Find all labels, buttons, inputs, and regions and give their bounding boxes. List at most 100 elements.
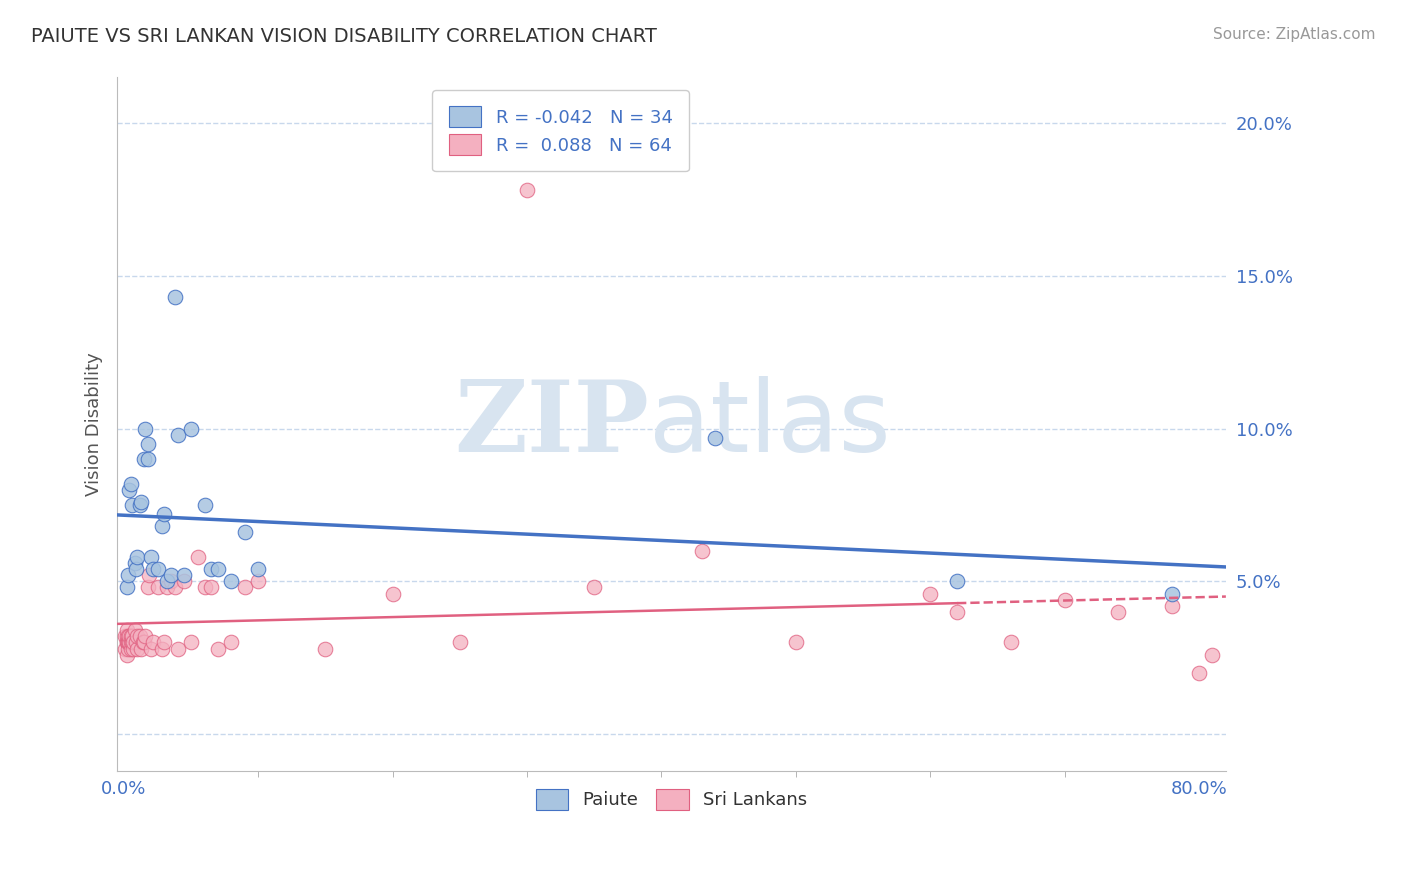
- Point: [381, 586, 404, 600]
- Point: [117, 635, 139, 649]
- Point: [187, 549, 209, 564]
- Point: [449, 635, 471, 649]
- Point: [118, 629, 141, 643]
- Point: [207, 641, 229, 656]
- Point: [156, 581, 179, 595]
- Point: [166, 427, 188, 442]
- Point: [117, 568, 139, 582]
- Point: [127, 641, 149, 656]
- Point: [1201, 648, 1223, 662]
- Point: [122, 635, 145, 649]
- Point: [221, 635, 243, 649]
- Point: [120, 476, 142, 491]
- Point: [516, 183, 538, 197]
- Point: [117, 641, 139, 656]
- Point: [114, 641, 136, 656]
- Point: [129, 629, 152, 643]
- Point: [150, 641, 173, 656]
- Point: [946, 574, 969, 589]
- Point: [314, 641, 336, 656]
- Point: [163, 581, 186, 595]
- Point: [114, 629, 136, 643]
- Point: [1000, 635, 1022, 649]
- Point: [118, 635, 141, 649]
- Point: [115, 629, 138, 643]
- Point: [127, 549, 149, 564]
- Point: [121, 498, 143, 512]
- Point: [117, 629, 139, 643]
- Point: [136, 581, 159, 595]
- Point: [160, 574, 183, 589]
- Point: [233, 581, 256, 595]
- Point: [115, 648, 138, 662]
- Point: [1107, 605, 1129, 619]
- Point: [115, 624, 138, 638]
- Point: [131, 495, 153, 509]
- Point: [124, 624, 146, 638]
- Point: [150, 519, 173, 533]
- Point: [704, 431, 727, 445]
- Legend: Paiute, Sri Lankans: Paiute, Sri Lankans: [522, 774, 823, 824]
- Point: [153, 635, 176, 649]
- Point: [124, 556, 146, 570]
- Point: [139, 549, 162, 564]
- Point: [118, 635, 141, 649]
- Point: [207, 562, 229, 576]
- Y-axis label: Vision Disability: Vision Disability: [86, 352, 103, 496]
- Point: [122, 641, 145, 656]
- Point: [136, 437, 159, 451]
- Point: [193, 498, 215, 512]
- Point: [785, 635, 807, 649]
- Point: [146, 581, 169, 595]
- Point: [173, 574, 195, 589]
- Point: [156, 574, 179, 589]
- Text: PAIUTE VS SRI LANKAN VISION DISABILITY CORRELATION CHART: PAIUTE VS SRI LANKAN VISION DISABILITY C…: [31, 27, 657, 45]
- Point: [139, 641, 162, 656]
- Point: [1053, 592, 1076, 607]
- Point: [136, 452, 159, 467]
- Point: [125, 635, 148, 649]
- Point: [200, 581, 222, 595]
- Point: [247, 562, 270, 576]
- Point: [166, 641, 188, 656]
- Point: [115, 635, 138, 649]
- Point: [247, 574, 270, 589]
- Point: [125, 562, 148, 576]
- Point: [200, 562, 222, 576]
- Point: [690, 543, 713, 558]
- Point: [134, 422, 156, 436]
- Point: [1161, 586, 1184, 600]
- Point: [946, 605, 969, 619]
- Point: [142, 562, 165, 576]
- Point: [180, 422, 202, 436]
- Text: Source: ZipAtlas.com: Source: ZipAtlas.com: [1212, 27, 1375, 42]
- Point: [120, 629, 142, 643]
- Point: [120, 641, 142, 656]
- Point: [920, 586, 942, 600]
- Point: [115, 581, 138, 595]
- Point: [173, 568, 195, 582]
- Point: [221, 574, 243, 589]
- Text: ZIP: ZIP: [454, 376, 650, 473]
- Point: [120, 635, 142, 649]
- Point: [233, 525, 256, 540]
- Point: [180, 635, 202, 649]
- Point: [132, 635, 155, 649]
- Point: [115, 635, 138, 649]
- Point: [1188, 665, 1211, 680]
- Point: [134, 629, 156, 643]
- Point: [127, 629, 149, 643]
- Point: [583, 581, 606, 595]
- Point: [131, 641, 153, 656]
- Point: [146, 562, 169, 576]
- Point: [132, 635, 155, 649]
- Point: [193, 581, 215, 595]
- Text: atlas: atlas: [650, 376, 891, 473]
- Point: [142, 635, 165, 649]
- Point: [132, 452, 155, 467]
- Point: [117, 635, 139, 649]
- Point: [121, 629, 143, 643]
- Point: [160, 568, 183, 582]
- Point: [1161, 599, 1184, 613]
- Point: [153, 507, 176, 521]
